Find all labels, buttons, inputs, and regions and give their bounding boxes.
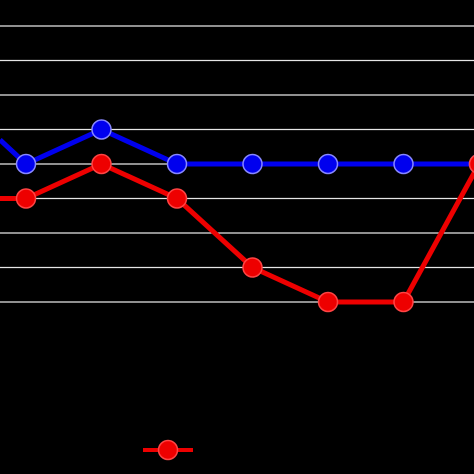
data-point bbox=[242, 257, 263, 278]
data-point bbox=[15, 188, 37, 209]
series-1 bbox=[0, 153, 474, 313]
data-point bbox=[393, 153, 414, 175]
data-point bbox=[242, 153, 263, 175]
data-point bbox=[166, 188, 188, 209]
legend bbox=[143, 439, 193, 461]
data-point bbox=[317, 153, 339, 175]
data-point bbox=[15, 153, 37, 175]
legend-marker bbox=[157, 439, 179, 461]
series-layer bbox=[0, 119, 474, 313]
data-point bbox=[393, 291, 414, 313]
series-0 bbox=[0, 119, 474, 175]
data-point bbox=[166, 153, 188, 175]
data-point bbox=[317, 291, 339, 313]
data-point bbox=[468, 155, 474, 173]
data-point bbox=[91, 153, 112, 175]
data-point bbox=[91, 119, 112, 140]
